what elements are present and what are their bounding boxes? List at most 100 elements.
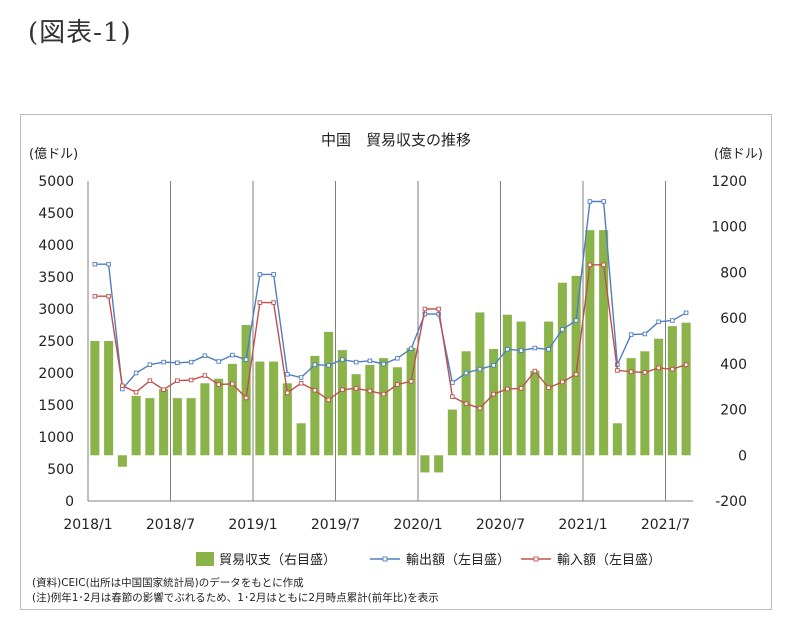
point-imports-2020/8	[518, 386, 524, 391]
x-tick-label: 2018/1	[63, 517, 112, 533]
right-tick-label: 400	[720, 357, 747, 373]
line-imports	[94, 264, 687, 410]
bar-balance-2019/7	[337, 350, 347, 456]
bar-balance-2018/5	[145, 398, 155, 456]
point-exports-2021/2	[601, 199, 606, 204]
bar-balance-2018/8	[186, 398, 196, 456]
bar-balance-2018/2	[104, 341, 114, 456]
bar-balance-2021/6	[654, 338, 664, 456]
bar-balance-2021/8	[681, 322, 691, 456]
bar-balance-2020/3	[447, 409, 457, 456]
bar-balance-2019/11	[392, 367, 402, 456]
point-imports-2021/3	[615, 368, 620, 373]
point-imports-2018/5	[147, 378, 153, 383]
point-exports-2018/2	[106, 261, 111, 267]
x-tick-label: 2021/7	[641, 517, 690, 533]
x-tick-label: 2021/1	[558, 517, 607, 533]
point-imports-2019/10	[381, 391, 386, 397]
point-imports-2018/6	[161, 387, 166, 392]
point-exports-2020/6	[491, 363, 496, 368]
point-imports-2020/11	[560, 379, 565, 385]
point-imports-2019/8	[353, 386, 359, 391]
right-tick-label: 800	[720, 265, 747, 281]
bar-balance-2018/1	[90, 341, 100, 456]
point-exports-2018/9	[202, 353, 208, 358]
bar-balance-2018/7	[172, 398, 182, 456]
point-imports-2019/6	[326, 397, 331, 403]
point-imports-2020/2	[436, 306, 441, 312]
bar-balance-2021/3	[612, 423, 622, 456]
right-tick-label: 0	[738, 448, 747, 464]
bar-balance-2020/9	[530, 370, 540, 456]
bar-balance-2021/5	[640, 351, 650, 456]
point-exports-2019/8	[353, 359, 359, 365]
point-imports-2018/4	[133, 389, 139, 395]
bar-layer	[90, 230, 691, 473]
point-exports-2019/9	[367, 358, 373, 364]
point-exports-2020/9	[532, 345, 538, 351]
point-imports-2018/9	[202, 373, 208, 378]
point-exports-2018/6	[161, 359, 166, 365]
point-imports-2019/1	[257, 300, 263, 305]
point-exports-2018/12	[243, 357, 249, 362]
point-imports-2018/8	[188, 377, 194, 383]
x-tick-label: 2020/7	[476, 517, 525, 533]
point-imports-2021/1	[587, 262, 593, 268]
point-imports-2021/7	[670, 366, 675, 372]
right-tick-label: 1200	[711, 174, 747, 190]
bar-balance-2018/12	[241, 325, 251, 456]
point-exports-2019/6	[326, 363, 331, 368]
left-tick-label: 500	[47, 462, 74, 478]
point-exports-2020/11	[560, 327, 565, 332]
point-exports-2020/10	[546, 347, 551, 352]
bar-balance-2018/10	[214, 378, 224, 456]
point-imports-2019/9	[367, 388, 373, 394]
line-exports	[94, 200, 687, 391]
point-exports-2018/11	[230, 352, 235, 358]
right-tick-label: 1000	[711, 220, 747, 236]
point-imports-2020/5	[477, 405, 483, 411]
point-imports-2019/2	[271, 300, 276, 305]
bar-balance-2019/3	[282, 383, 292, 456]
point-imports-2020/10	[546, 385, 551, 390]
bar-balance-2019/5	[310, 355, 320, 456]
bar-balance-2020/7	[502, 314, 512, 456]
point-exports-2018/1	[92, 261, 98, 267]
right-tick-label: 600	[720, 311, 747, 327]
point-exports-2020/4	[463, 370, 469, 376]
bar-balance-2020/5	[475, 312, 485, 456]
bar-balance-2019/10	[379, 358, 389, 456]
left-tick-label: 5000	[38, 174, 74, 190]
point-imports-2020/3	[450, 394, 455, 399]
point-imports-2018/11	[230, 381, 235, 387]
bar-balance-2019/2	[269, 361, 279, 456]
bar-balance-2020/2	[434, 455, 444, 473]
point-exports-2018/10	[216, 359, 221, 364]
point-exports-2020/3	[450, 380, 455, 385]
left-tick-label: 4000	[38, 238, 74, 254]
point-imports-2019/3	[285, 390, 290, 396]
point-exports-2019/10	[381, 361, 386, 367]
point-exports-2019/11	[395, 356, 400, 361]
legend: 貿易収支（右目盛） 輸出額（左目盛） 輸入額（左目盛）	[196, 552, 661, 568]
point-exports-2021/6	[656, 319, 661, 325]
bar-balance-2020/12	[571, 275, 581, 456]
line-layer	[92, 199, 689, 411]
point-exports-2020/8	[518, 348, 524, 353]
point-exports-2018/8	[188, 359, 194, 365]
point-exports-2018/5	[147, 362, 153, 367]
point-exports-2018/4	[133, 370, 139, 376]
point-exports-2019/2	[271, 272, 276, 277]
x-tick-label: 2019/7	[311, 517, 360, 533]
point-exports-2019/7	[340, 357, 345, 362]
axis-layer: 0500100015002000250030003500400045005000…	[38, 174, 747, 533]
bar-balance-2019/6	[324, 331, 334, 456]
point-imports-2019/7	[340, 387, 345, 392]
bar-balance-2018/4	[131, 395, 141, 456]
legend-swatch-balance	[196, 552, 214, 566]
point-exports-2020/5	[477, 366, 483, 372]
point-imports-2018/12	[243, 395, 249, 401]
footnote: (注)例年1･2月は春節の影響でぶれるため、1･2月はともに2月時点累計(前年比…	[32, 592, 439, 604]
grid-layer	[87, 181, 666, 501]
source-note: (資料)CEIC(出所は中国国家統計局)のデータをもとに作成	[32, 577, 304, 589]
